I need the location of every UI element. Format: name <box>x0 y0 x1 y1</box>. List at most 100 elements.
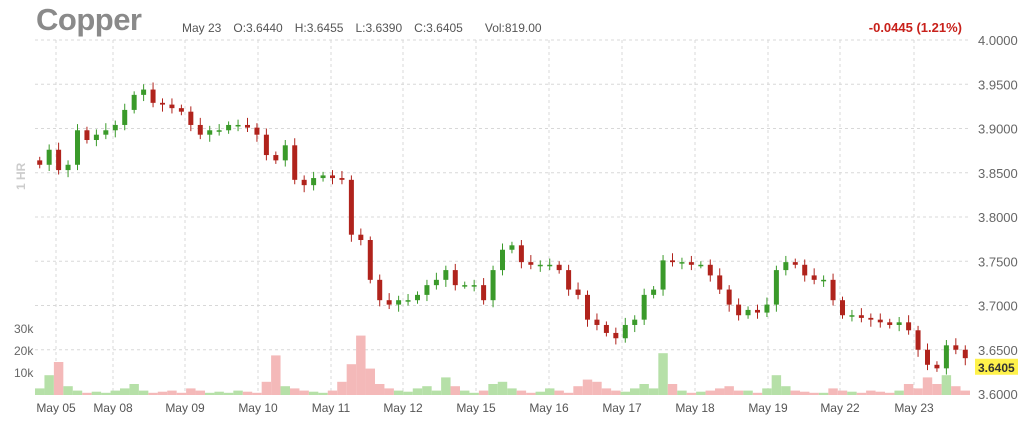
candle-body <box>764 304 770 313</box>
volume-bar <box>82 392 92 395</box>
candle-body <box>556 264 562 271</box>
candle-body <box>547 264 553 267</box>
candle-body <box>858 315 864 318</box>
x-tick-label: May 05 <box>36 401 76 415</box>
volume-bar <box>913 388 923 395</box>
candle-body <box>962 349 968 359</box>
candle-body <box>726 289 732 305</box>
volume-bar <box>658 353 668 395</box>
candle-body <box>339 178 345 180</box>
candle-body <box>679 262 685 264</box>
x-tick-label: May 11 <box>312 401 351 415</box>
volume-bar <box>63 386 73 395</box>
volume-bar <box>894 390 904 395</box>
candle-body <box>471 285 477 287</box>
volume-bar <box>460 390 470 395</box>
volume-bar <box>478 390 489 395</box>
candle-body <box>263 134 269 156</box>
volume-bar <box>53 362 64 395</box>
volume-bar <box>611 390 621 395</box>
volume-bar <box>800 391 810 395</box>
candle-body <box>660 260 666 290</box>
candle-body <box>320 175 326 179</box>
ohlc-close: C:3.6405 <box>414 21 463 35</box>
candle-body <box>311 178 317 186</box>
candle-body <box>93 134 99 141</box>
x-tick-label: May 19 <box>748 401 788 415</box>
volume-bar <box>176 392 187 395</box>
candle-body <box>575 289 581 295</box>
candle-body <box>641 294 647 320</box>
volume-bar <box>138 390 149 395</box>
volume-bar <box>186 388 196 395</box>
volume-bar <box>526 392 536 395</box>
volume-bar <box>308 391 319 395</box>
volume-bar <box>431 390 442 395</box>
volume-bar <box>563 392 574 395</box>
volume-bar <box>346 364 357 395</box>
x-tick-label: May 23 <box>894 401 934 415</box>
candle-body <box>377 279 383 301</box>
volume-bar <box>696 391 706 395</box>
volume-bar <box>214 391 224 395</box>
volume-bar <box>403 391 413 395</box>
volume-bar <box>630 388 640 395</box>
volume-bar <box>903 384 914 395</box>
candle-body <box>953 345 959 350</box>
volume-bar <box>752 392 763 395</box>
candle-body <box>698 264 704 267</box>
candle-body <box>330 175 335 179</box>
volume-bar <box>866 390 876 395</box>
candle-body <box>943 345 949 369</box>
volume-bar <box>762 388 772 395</box>
candle-body <box>235 124 241 127</box>
candle-body <box>585 294 590 320</box>
candle-body <box>518 245 524 263</box>
y-tick-label: 3.6500 <box>978 343 1018 358</box>
candle-body <box>301 179 307 186</box>
price-change: -0.0445 (1.21%) <box>868 20 962 35</box>
volume-bar <box>818 392 829 395</box>
candle-body <box>141 89 147 95</box>
candle-body <box>216 130 222 132</box>
volume-bar <box>337 381 347 395</box>
volume-bar <box>393 390 404 395</box>
candle-body <box>792 262 798 265</box>
candle-body <box>254 127 260 135</box>
volume-bar <box>450 386 460 395</box>
candle-body <box>396 300 402 305</box>
volume-bar <box>856 392 867 395</box>
candle-body <box>197 124 203 135</box>
volume-bar <box>592 381 602 395</box>
candle-body <box>915 330 921 350</box>
candle-body <box>386 300 392 305</box>
volume-bar <box>677 390 687 395</box>
candle-body <box>688 262 694 265</box>
x-tick-label: May 08 <box>93 401 133 415</box>
candle-body <box>632 319 638 325</box>
volume-bar <box>648 388 659 395</box>
volume-bar <box>148 392 158 395</box>
candle-body <box>452 270 458 286</box>
x-tick-label: May 09 <box>165 401 205 415</box>
y-tick-label: 3.7500 <box>978 254 1018 269</box>
volume-bar <box>715 388 725 395</box>
x-tick-label: May 10 <box>238 401 278 415</box>
volume-bar <box>384 388 394 395</box>
candle-body <box>603 324 609 333</box>
volume-bar <box>422 386 432 395</box>
volume-bar <box>554 390 564 395</box>
volume-bar <box>271 355 281 395</box>
volume-bar <box>195 390 205 395</box>
volume-bar <box>205 392 215 395</box>
candle-body <box>622 324 628 339</box>
candle-body <box>509 245 515 250</box>
x-tick-label: May 22 <box>820 401 860 415</box>
y-tick-label: 3.7000 <box>978 299 1018 314</box>
volume-bar <box>639 384 649 395</box>
volume-bar <box>72 390 83 395</box>
ohlc-low: L:3.6390 <box>355 21 403 35</box>
volume-bar <box>223 392 234 395</box>
